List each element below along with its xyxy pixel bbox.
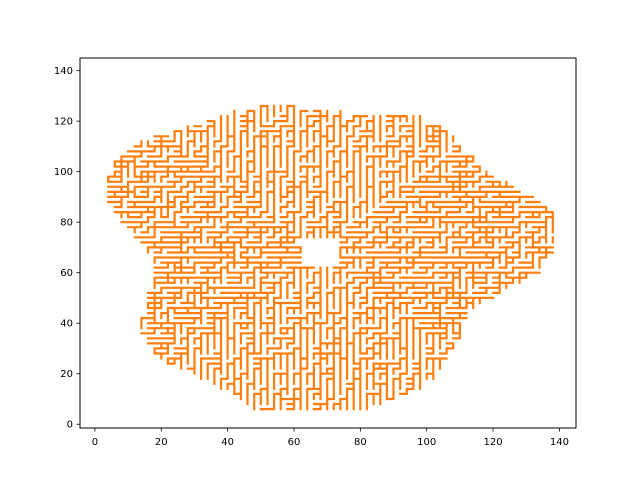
x-tick-label: 0 bbox=[92, 437, 98, 448]
y-tick-label: 100 bbox=[54, 167, 73, 178]
x-axis: 0 20 40 60 80 100 120 140 bbox=[92, 428, 569, 448]
x-tick-label: 120 bbox=[484, 437, 503, 448]
plot-frame bbox=[79, 57, 577, 429]
x-tick-label: 40 bbox=[221, 437, 234, 448]
x-tick-label: 80 bbox=[354, 437, 367, 448]
y-tick-label: 40 bbox=[60, 319, 73, 330]
maze-series-line bbox=[107, 104, 554, 411]
y-tick-label: 0 bbox=[67, 420, 73, 431]
y-tick-label: 80 bbox=[60, 218, 73, 229]
y-tick-label: 140 bbox=[54, 66, 73, 77]
x-tick-label: 20 bbox=[155, 437, 168, 448]
x-tick-label: 100 bbox=[417, 437, 436, 448]
x-tick-label: 60 bbox=[288, 437, 301, 448]
y-tick-label: 60 bbox=[60, 268, 73, 279]
y-axis: 0 20 40 60 80 100 120 140 bbox=[54, 66, 80, 431]
y-tick-label: 120 bbox=[54, 117, 73, 128]
y-tick-label: 20 bbox=[60, 369, 73, 380]
x-tick-label: 140 bbox=[550, 437, 569, 448]
maze-path-series bbox=[107, 104, 554, 411]
